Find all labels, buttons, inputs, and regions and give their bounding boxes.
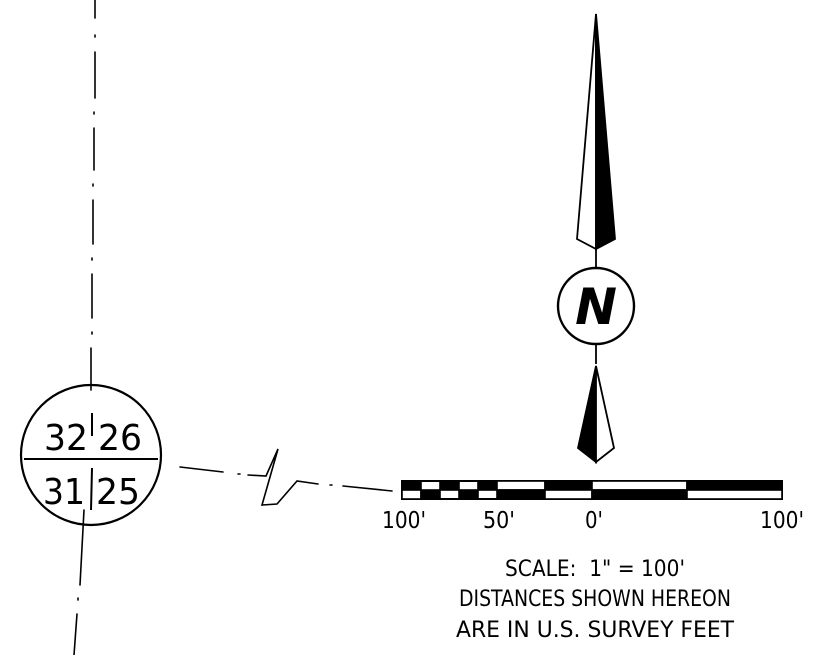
section-number-top-left: 32 <box>44 418 88 459</box>
units-note-line2: ARE IN U.S. SURVEY FEET <box>456 618 735 643</box>
section-corner-circle <box>19 383 163 527</box>
scale-note: SCALE: 1" = 100' <box>505 557 685 582</box>
north-arrow-upper-right <box>595 13 616 251</box>
break-symbol <box>247 448 319 506</box>
drawing-notes: SCALE: 1" = 100' DISTANCES SHOWN HEREON … <box>456 557 735 643</box>
units-note-line1: DISTANCES SHOWN HEREON <box>459 587 731 612</box>
scale-label-left-100: 100' <box>382 508 426 534</box>
scale-labels: 100' 50' 0' 100' <box>382 508 804 534</box>
scale-label-50: 50' <box>483 508 515 534</box>
section-number-top-right: 26 <box>98 418 142 459</box>
section-corner-symbol: 32 26 31 25 <box>19 383 163 527</box>
north-letter: N <box>575 278 617 336</box>
scale-bar <box>401 480 783 500</box>
north-arrow: N <box>556 13 636 464</box>
section-number-bottom-right: 25 <box>96 472 140 513</box>
scale-label-right-100: 100' <box>760 508 804 534</box>
north-arrow-upper-left <box>576 13 597 251</box>
north-arrow-lower-right <box>595 365 616 464</box>
section-corner-vertical-lower <box>90 467 93 511</box>
section-line <box>73 0 96 655</box>
north-arrow-lower-left <box>576 365 597 464</box>
scale-label-0: 0' <box>585 508 603 534</box>
break-line <box>179 448 393 506</box>
section-number-bottom-left: 31 <box>43 472 85 513</box>
